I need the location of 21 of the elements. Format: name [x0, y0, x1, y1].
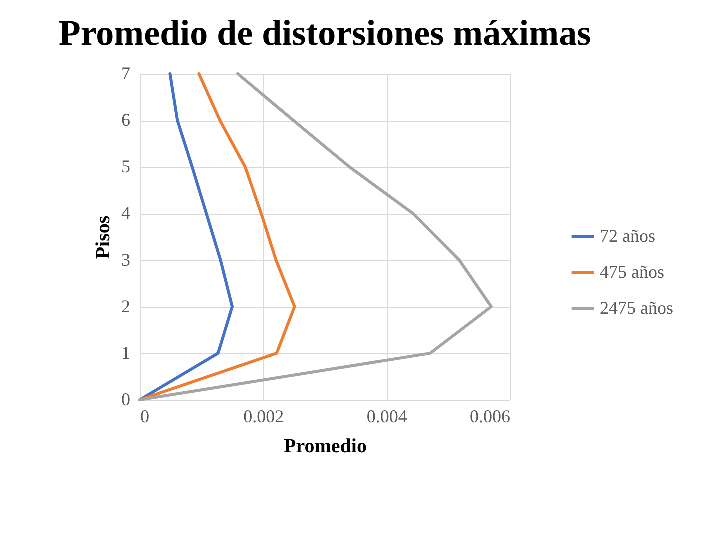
y-tick-label: 2 [122, 296, 130, 316]
line-series [138, 72, 234, 402]
y-tick-label: 1 [122, 342, 130, 363]
legend-label: 72 años [600, 226, 656, 246]
x-axis-title: Promedio [284, 436, 367, 458]
chart-title: Promedio de distorsiones máximas [58, 13, 592, 53]
x-tick-label: 0 [140, 406, 150, 426]
legend-label: 475 años [600, 262, 664, 282]
y-tick-label: 3 [122, 250, 130, 270]
x-tick-label: 0.002 [244, 406, 284, 426]
line-series [138, 72, 493, 402]
y-tick-label: 7 [122, 64, 130, 84]
y-tick-label: 0 [122, 390, 130, 410]
legend-label: 2475 años [600, 298, 674, 318]
y-axis-title: Pisos [92, 216, 114, 260]
y-tick-label: 5 [122, 156, 130, 177]
x-tick-label: 0.004 [366, 406, 408, 426]
line-series [138, 72, 296, 402]
y-tick-label: 4 [122, 203, 130, 224]
y-tick-label: 6 [122, 110, 130, 130]
x-tick-label: 0.006 [470, 406, 510, 426]
